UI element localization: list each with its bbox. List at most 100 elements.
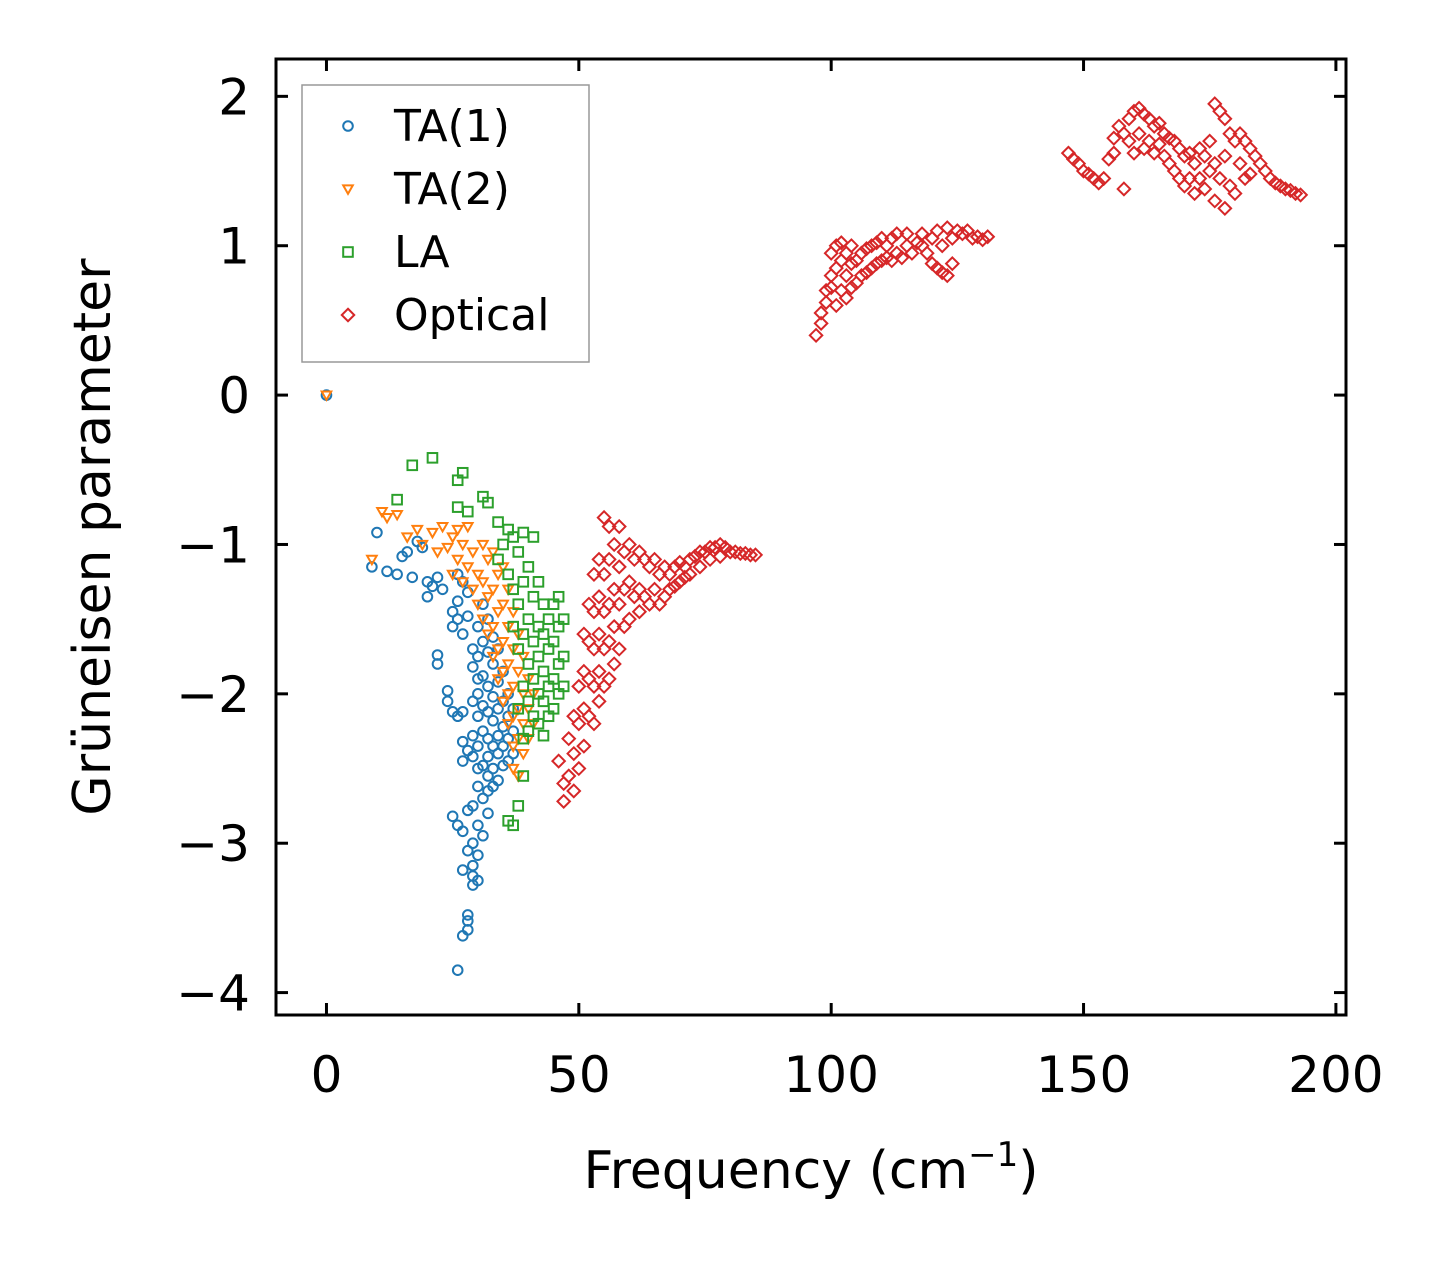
data-point <box>899 226 915 242</box>
data-point <box>430 547 445 559</box>
data-point <box>446 532 460 544</box>
data-point <box>556 793 572 810</box>
data-point <box>737 545 754 562</box>
data-point <box>472 849 484 861</box>
data-point <box>467 859 479 872</box>
data-point <box>838 267 854 284</box>
data-point <box>581 596 597 612</box>
data-point <box>1146 118 1162 134</box>
data-point <box>596 566 612 582</box>
data-point <box>482 680 494 693</box>
data-point <box>1217 200 1233 217</box>
data-point <box>472 819 484 832</box>
data-point <box>1217 111 1233 127</box>
data-point <box>532 576 545 588</box>
data-point <box>446 569 460 582</box>
data-point <box>552 590 565 603</box>
data-point <box>586 678 602 695</box>
data-point <box>571 716 587 732</box>
data-point <box>667 559 683 575</box>
data-point <box>477 829 489 842</box>
data-point <box>1176 178 1193 194</box>
data-point <box>421 590 434 603</box>
legend-label: TA(2) <box>393 164 510 215</box>
data-point <box>904 245 920 261</box>
data-point <box>672 574 688 590</box>
data-point <box>486 622 500 634</box>
data-point <box>843 238 860 254</box>
data-point <box>472 710 484 723</box>
data-point <box>380 512 394 525</box>
data-point <box>487 658 499 670</box>
data-point <box>818 294 834 311</box>
data-point <box>556 775 572 792</box>
data-point <box>1181 170 1198 187</box>
x-axis-label-exponent: −1 <box>968 1135 1018 1175</box>
data-point <box>662 581 678 597</box>
data-point <box>1191 170 1208 187</box>
data-point <box>547 673 560 685</box>
data-point <box>481 629 495 641</box>
data-point <box>482 807 494 820</box>
data-point <box>1151 115 1167 131</box>
data-point <box>1096 170 1112 187</box>
data-point <box>1106 145 1122 161</box>
data-point <box>631 604 648 620</box>
data-point <box>487 714 499 727</box>
data-point <box>365 554 379 567</box>
data-point <box>823 245 839 261</box>
data-point <box>436 583 449 596</box>
data-point <box>522 695 535 708</box>
data-point <box>894 250 910 266</box>
data-point <box>516 719 530 731</box>
data-point <box>1151 136 1167 152</box>
data-point <box>889 226 905 242</box>
data-point <box>451 501 464 513</box>
y-tick-label: −1 <box>176 516 250 574</box>
data-point <box>492 553 504 566</box>
data-point <box>477 759 489 772</box>
data-point <box>511 666 525 679</box>
data-point <box>646 581 663 597</box>
data-point <box>456 864 469 876</box>
data-point <box>446 810 459 823</box>
data-point <box>576 701 592 717</box>
data-point <box>843 255 860 272</box>
data-point <box>571 760 587 777</box>
data-point <box>461 909 474 921</box>
data-point <box>537 628 550 640</box>
data-point <box>401 546 414 558</box>
y-tick-label: −4 <box>176 965 250 1023</box>
data-point <box>1222 178 1238 194</box>
data-point <box>492 774 504 787</box>
data-point <box>456 466 469 479</box>
data-point <box>476 539 490 552</box>
data-point <box>467 661 479 673</box>
data-point <box>416 541 429 554</box>
data-point <box>601 518 617 535</box>
data-point <box>501 689 515 701</box>
axis-ticks: 0 50 100 150 200 −4 −3 −2 −1 0 1 2 <box>176 59 1384 1104</box>
data-point <box>491 607 505 619</box>
data-point <box>1121 111 1137 127</box>
data-point <box>496 599 510 612</box>
data-point <box>1227 185 1243 202</box>
data-point <box>934 238 950 254</box>
data-point <box>677 569 693 585</box>
data-point <box>601 551 617 568</box>
data-point <box>431 658 444 670</box>
data-point <box>631 544 648 560</box>
data-point <box>586 641 602 657</box>
data-point <box>472 688 484 700</box>
data-point <box>537 695 550 708</box>
data-point <box>441 695 454 708</box>
data-point <box>1277 181 1294 197</box>
data-point <box>371 526 383 539</box>
data-point <box>467 800 479 812</box>
data-point <box>823 279 839 296</box>
data-point <box>722 544 738 560</box>
data-point <box>492 729 504 742</box>
data-point <box>512 643 525 655</box>
data-point <box>1111 118 1127 134</box>
data-point <box>550 753 567 769</box>
